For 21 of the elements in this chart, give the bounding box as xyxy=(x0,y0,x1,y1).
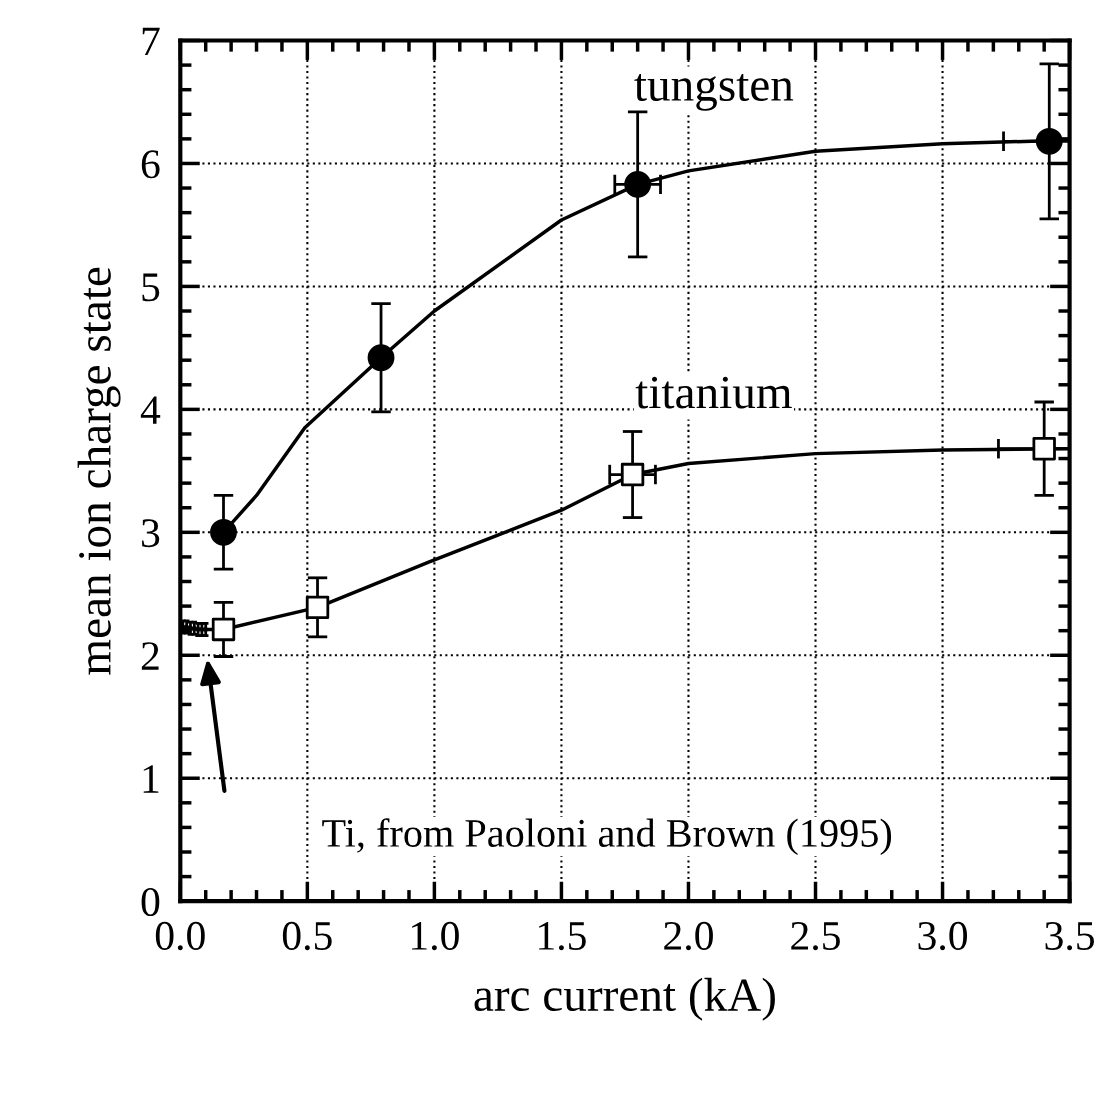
x-tick-label: 0.0 xyxy=(155,921,205,951)
y-tick-label: 5 xyxy=(142,273,160,302)
x-tick-label: 1.5 xyxy=(539,922,586,951)
y-tick-label: 4 xyxy=(140,396,161,424)
legend-label: tungsten xyxy=(634,74,794,111)
y-tick-label: 6 xyxy=(141,150,160,179)
x-tick-label: 0.5 xyxy=(282,921,332,951)
x-tick-label: 3.0 xyxy=(918,921,968,951)
y-tick-label: 0 xyxy=(141,887,160,917)
y-tick-label: 7 xyxy=(142,27,160,55)
series-label: titanium xyxy=(635,376,792,409)
x-tick-label: 2.5 xyxy=(791,921,840,951)
x-axis-title: arc current (kA) xyxy=(474,977,775,1021)
y-tick-label: 1 xyxy=(143,765,159,793)
x-tick-label: 2.0 xyxy=(664,921,713,951)
y-axis-title: mean ion charge state xyxy=(77,267,121,675)
y-tick-label: 3 xyxy=(142,519,160,548)
annotation: Ti, from Paoloni and Brown (1995) xyxy=(322,818,892,856)
y-tick-label: 2 xyxy=(141,642,159,670)
x-tick-label: 3.5 xyxy=(1045,921,1095,951)
x-tick-label: 1.0 xyxy=(412,921,459,951)
